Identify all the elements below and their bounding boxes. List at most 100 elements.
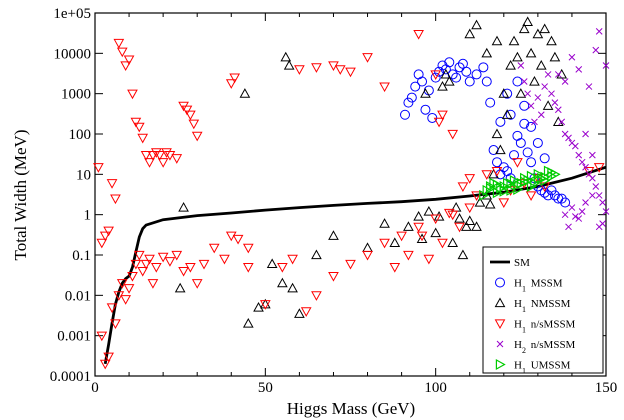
data-point <box>127 271 138 282</box>
data-point <box>416 231 428 242</box>
x-tick-label: 100 <box>424 380 447 396</box>
data-point <box>537 111 545 119</box>
data-point <box>520 176 530 188</box>
data-point <box>379 238 390 249</box>
x-tick-label: 50 <box>258 380 273 396</box>
data-point <box>561 78 569 85</box>
data-point <box>556 193 567 204</box>
data-point <box>464 174 476 184</box>
series-5 <box>479 165 561 201</box>
data-point <box>311 291 322 301</box>
x-axis-title: Higgs Mass (GeV) <box>287 399 415 418</box>
y-tick-label: 1000 <box>61 87 91 103</box>
data-point <box>526 157 537 168</box>
data-point <box>434 66 445 77</box>
data-point <box>532 28 544 39</box>
data-point <box>185 110 196 121</box>
data-point <box>116 279 128 289</box>
data-point <box>277 277 288 288</box>
data-point <box>437 60 448 71</box>
data-point <box>502 88 513 99</box>
data-point <box>242 243 254 254</box>
data-point <box>430 72 441 83</box>
data-point <box>503 177 513 189</box>
data-point <box>554 71 562 78</box>
y-tick-label: 1e+05 <box>53 6 91 22</box>
data-point <box>191 131 203 142</box>
data-point <box>558 118 566 126</box>
data-point <box>420 88 431 98</box>
data-point <box>568 204 576 211</box>
data-point <box>575 151 583 159</box>
data-point <box>491 35 503 46</box>
data-point <box>582 199 589 206</box>
data-point <box>593 163 605 173</box>
legend-swatch <box>494 319 506 330</box>
data-point <box>485 182 496 194</box>
sm-line <box>103 165 607 365</box>
data-point <box>461 66 472 77</box>
data-point <box>547 167 558 179</box>
data-point <box>582 130 589 138</box>
data-point <box>437 238 448 249</box>
data-point <box>396 231 407 242</box>
data-point <box>491 157 502 168</box>
data-point <box>287 254 298 265</box>
data-point <box>413 29 424 40</box>
data-point <box>116 47 128 58</box>
data-point <box>560 197 571 208</box>
data-point <box>423 205 435 216</box>
y-tick-label: 0.0001 <box>50 369 91 385</box>
data-point <box>595 28 603 35</box>
data-point <box>546 185 557 196</box>
data-point <box>544 71 552 78</box>
data-point <box>471 221 482 231</box>
data-point <box>464 28 476 39</box>
data-point <box>430 70 442 80</box>
data-point <box>599 199 606 206</box>
data-point <box>478 62 489 73</box>
data-point <box>512 51 523 62</box>
data-point <box>362 53 373 63</box>
y-tick-label: 100 <box>69 127 92 143</box>
data-point <box>328 271 339 282</box>
data-point <box>512 130 523 141</box>
data-point <box>188 119 200 130</box>
y-tick-label: 10 <box>76 167 91 183</box>
data-point <box>93 163 104 173</box>
data-point <box>294 308 305 318</box>
data-point <box>454 222 465 233</box>
data-point <box>430 227 442 238</box>
data-point <box>410 81 421 92</box>
data-point <box>334 65 346 75</box>
data-point <box>515 88 527 98</box>
data-point <box>345 67 356 78</box>
data-point <box>137 266 149 277</box>
data-point <box>578 158 586 166</box>
data-point <box>592 183 600 190</box>
data-point <box>485 97 496 108</box>
data-point <box>174 282 186 293</box>
data-point <box>447 237 459 247</box>
data-point <box>437 110 448 121</box>
data-point <box>127 89 138 100</box>
data-point <box>242 317 254 328</box>
legend-label: H1 NMSSM <box>514 298 571 314</box>
data-point <box>509 175 520 187</box>
data-point <box>144 158 155 168</box>
data-point <box>219 254 230 265</box>
legend-label: SM <box>514 257 530 269</box>
data-point <box>413 69 424 80</box>
data-point <box>198 259 210 270</box>
data-point <box>526 170 537 182</box>
data-point <box>499 185 510 197</box>
legend-swatch <box>494 297 506 308</box>
data-point <box>595 192 603 199</box>
data-point <box>524 90 532 98</box>
data-point <box>96 238 108 249</box>
data-point <box>416 233 428 244</box>
data-point <box>505 59 516 70</box>
data-point <box>120 295 132 305</box>
series-0 <box>103 165 607 365</box>
